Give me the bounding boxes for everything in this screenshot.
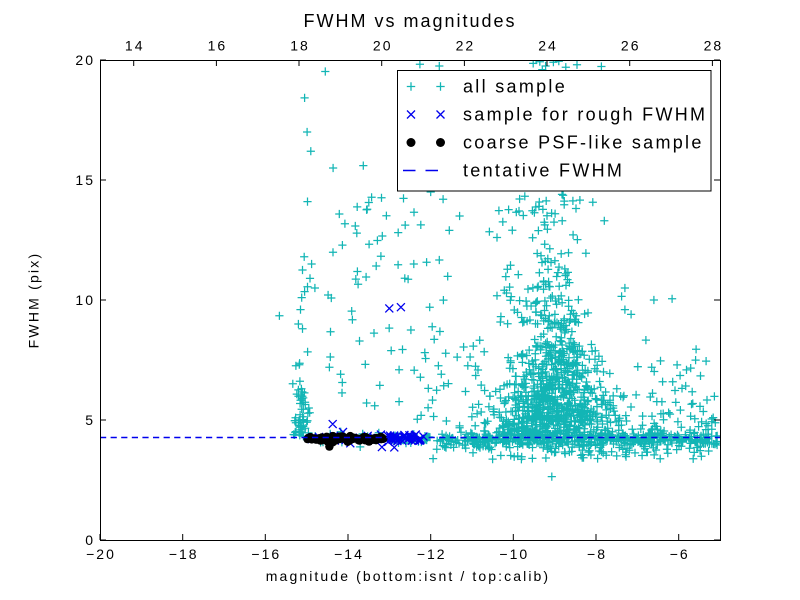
svg-text:−10: −10: [499, 546, 529, 562]
svg-text:14: 14: [125, 38, 145, 54]
svg-text:10: 10: [75, 292, 95, 308]
svg-text:16: 16: [208, 38, 228, 54]
svg-text:5: 5: [85, 412, 95, 428]
svg-text:22: 22: [456, 38, 476, 54]
svg-text:all sample: all sample: [463, 77, 567, 97]
svg-text:tentative FWHM: tentative FWHM: [463, 161, 624, 181]
svg-text:FWHM (pix): FWHM (pix): [26, 252, 42, 349]
svg-text:coarse PSF-like sample: coarse PSF-like sample: [463, 133, 704, 153]
svg-text:−18: −18: [169, 546, 199, 562]
svg-text:0: 0: [85, 532, 95, 548]
svg-text:−12: −12: [417, 546, 447, 562]
svg-text:−16: −16: [251, 546, 281, 562]
svg-text:magnitude (bottom:isnt / top:c: magnitude (bottom:isnt / top:calib): [266, 568, 550, 584]
svg-text:−20: −20: [86, 546, 116, 562]
svg-text:20: 20: [373, 38, 393, 54]
svg-text:18: 18: [290, 38, 310, 54]
svg-text:−14: −14: [334, 546, 364, 562]
svg-text:−6: −6: [670, 546, 690, 562]
svg-text:FWHM vs magnitudes: FWHM vs magnitudes: [303, 11, 516, 31]
svg-text:sample for rough FWHM: sample for rough FWHM: [463, 105, 707, 125]
svg-text:−8: −8: [587, 546, 607, 562]
svg-text:28: 28: [704, 38, 724, 54]
svg-text:15: 15: [75, 172, 95, 188]
svg-text:20: 20: [75, 52, 95, 68]
svg-text:24: 24: [538, 38, 558, 54]
svg-text:26: 26: [621, 38, 641, 54]
